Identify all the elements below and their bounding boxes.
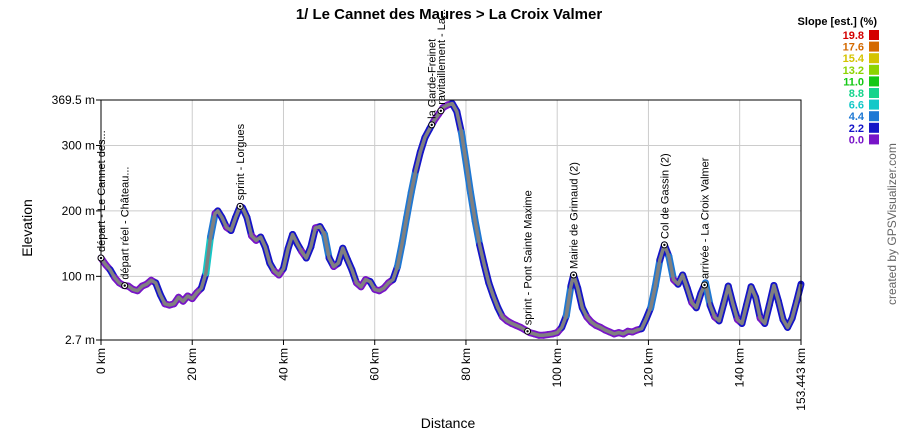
x-tick-label: 153.443 km	[794, 348, 808, 411]
x-tick-label: 140 km	[733, 348, 747, 387]
legend-label: 17.6	[843, 42, 864, 54]
waypoint-dot	[526, 330, 529, 333]
waypoint-label: ravitaillement - La...	[436, 9, 448, 105]
legend-label: 13.2	[843, 65, 864, 77]
legend-swatch	[869, 122, 879, 133]
legend-label: 4.4	[849, 111, 865, 123]
profile-line	[99, 101, 803, 337]
waypoint-dot	[439, 109, 443, 112]
waypoint-dot	[238, 205, 242, 208]
waypoint-dot	[123, 284, 126, 287]
y-axis-ticks: 2.7 m 100 m 200 m 300 m 369.5 m	[52, 93, 101, 347]
waypoint-dot	[572, 273, 575, 277]
waypoint-dot	[663, 243, 666, 247]
x-tick-label: 0 km	[94, 348, 108, 374]
waypoint-dot	[703, 283, 706, 287]
waypoint-label: sprint - Pont Sainte Maxime	[523, 190, 535, 325]
legend-swatch	[869, 30, 879, 40]
credit-text: created by GPSVisualizer.com	[885, 143, 899, 305]
x-tick-label: 40 km	[276, 348, 290, 381]
waypoint-label: sprint - Lorgues	[235, 123, 247, 200]
chart-title: 1/ Le Cannet des Maures > La Croix Valme…	[296, 6, 603, 23]
legend-swatch	[869, 134, 879, 145]
elevation-profile	[97, 100, 805, 339]
y-tick-label: 100 m	[62, 269, 95, 283]
legend-label: 11.0	[843, 76, 864, 88]
waypoint-dot	[99, 256, 103, 260]
legend-swatch	[869, 64, 879, 75]
legend-label: 6.6	[849, 100, 864, 112]
waypoint-label: Col de Gassin (2)	[659, 153, 671, 239]
legend-swatch	[869, 53, 879, 64]
waypoint-markers: départ - Le Cannet des... départ réel - C…	[96, 9, 712, 335]
legend-swatch	[869, 111, 879, 122]
x-tick-label: 60 km	[368, 348, 382, 381]
waypoint-label: arrivée - La Croix Valmer	[700, 157, 712, 279]
x-axis-title: Distance	[421, 415, 476, 431]
waypoint-dot	[430, 123, 433, 127]
legend-title: Slope [est.] (%)	[798, 16, 878, 28]
legend-swatch	[869, 41, 879, 52]
y-axis-title: Elevation	[19, 199, 35, 257]
y-tick-label: 2.7 m	[65, 333, 95, 347]
legend-swatch	[869, 76, 879, 87]
y-tick-label: 300 m	[62, 138, 95, 152]
legend-label: 2.2	[849, 123, 864, 135]
x-tick-label: 120 km	[641, 348, 655, 387]
y-tick-label: 200 m	[62, 204, 95, 218]
waypoint-label: départ réel - Château...	[120, 167, 132, 280]
waypoint-label: Mairie de Grimaud (2)	[569, 162, 581, 269]
legend-label: 8.8	[849, 88, 864, 100]
x-axis-ticks: 0 km 20 km 40 km 60 km 80 km 100 km 120 km 140 …	[94, 340, 808, 411]
x-tick-label: 80 km	[459, 348, 473, 381]
waypoint-label: la Garde-Freinet	[427, 39, 439, 119]
plot-frame	[100, 99, 802, 341]
legend-label: 0.0	[849, 134, 864, 146]
waypoint-label: départ - Le Cannet des...	[96, 130, 108, 252]
y-tick-label: 369.5 m	[52, 93, 95, 107]
slope-legend: Slope [est.] (%) 19.817.615.413.211.08.8…	[798, 16, 879, 146]
legend-swatch	[869, 99, 879, 110]
legend-label: 19.8	[843, 30, 864, 42]
x-tick-label: 100 km	[550, 348, 564, 387]
legend-label: 15.4	[843, 53, 865, 65]
x-tick-label: 20 km	[185, 348, 199, 381]
legend-swatch	[869, 88, 879, 98]
